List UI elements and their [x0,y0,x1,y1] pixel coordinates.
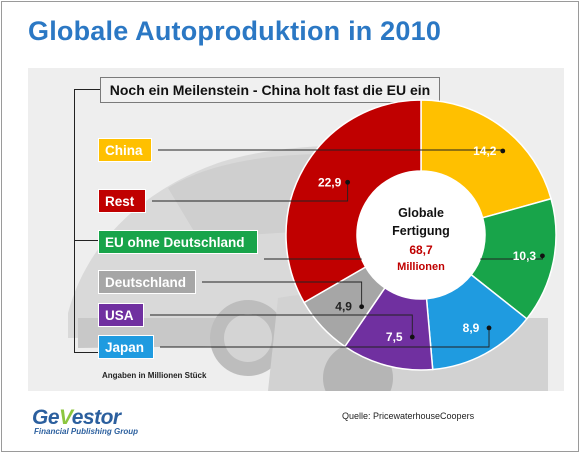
value-label-china: 14,2 [473,144,497,158]
chart-title: Globale Autoproduktion in 2010 [28,16,442,46]
value-label-japan: 8,9 [463,321,480,335]
value-label-deutschland: 4,9 [335,300,352,314]
bracket-mid-eu [74,240,100,241]
logo-tagline: Financial Publishing Group [34,427,139,436]
logo-accent: V [59,406,72,429]
leader-line-rest [152,182,349,202]
value-label-rest: 22,9 [318,175,342,189]
bracket-top [74,89,100,90]
logo-suffix: estor [71,406,121,429]
logo-prefix: Ge [32,406,60,429]
leader-line-deutschland [202,281,363,307]
source-note: Quelle: PricewaterhouseCoopers [342,411,475,421]
gevestor-logo: GeVestor Financial Publishing Group [32,406,138,436]
legend-japan: Japan [98,335,154,359]
center-total-value: 68,7 [409,243,433,257]
value-label-eu-ohne-deutschland: 10,3 [513,249,537,263]
leader-dot-usa [409,334,415,340]
center-label-fertigung: Fertigung [392,224,450,238]
leader-dot-china [500,148,506,154]
value-label-usa: 7,5 [386,330,403,344]
chart-subtitle: Noch ein Meilenstein - China holt fast d… [100,77,440,103]
units-note: Angaben in Millionen Stück [102,371,207,380]
center-label-globale: Globale [398,206,444,220]
leader-line-japan [160,327,490,348]
legend-rest: Rest [98,189,146,213]
bracket-line [74,89,75,353]
bracket-bottom [74,352,100,353]
leader-dot-deutschland [359,304,365,310]
legend-deutschland: Deutschland [98,270,196,294]
donut-hole [357,171,485,299]
center-total-unit: Millionen [397,261,445,273]
leader-dot-eu-ohne-deutschland [540,253,545,259]
leader-dot-japan [486,325,492,331]
legend-usa: USA [98,303,144,327]
legend-china: China [98,138,152,162]
legend-eu-ohne-deutschland: EU ohne Deutschland [98,230,258,254]
leader-line-usa [150,314,413,338]
leader-dot-rest [345,179,351,185]
